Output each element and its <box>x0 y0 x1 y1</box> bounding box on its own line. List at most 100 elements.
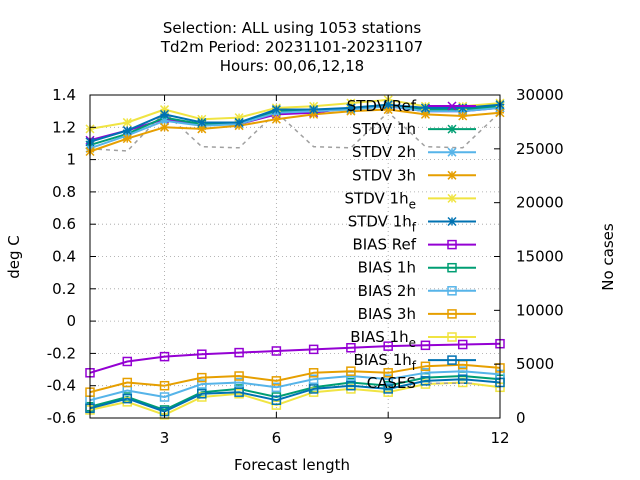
data-point <box>271 105 281 115</box>
data-point <box>122 125 132 136</box>
data-point <box>271 376 282 386</box>
legend-label: STDV 1he <box>345 189 416 211</box>
legend-marker <box>447 101 457 111</box>
data-point <box>234 117 244 127</box>
legend-marker <box>447 193 457 203</box>
data-point <box>234 377 244 388</box>
y-tick-label: -0.6 <box>47 409 76 427</box>
legend-label-main: STDV 1h <box>345 189 409 207</box>
y-tick-label: 1 <box>66 151 76 169</box>
axis-ticks: 3 6 9 12 1.4 1.2 1 0.8 0.6 0.4 0.2 0 -0.2 -0.4 -0.6 300… <box>47 86 564 447</box>
data-point <box>271 395 282 405</box>
legend-marker <box>447 309 457 319</box>
data-point <box>420 376 431 386</box>
legend-label-subscript: f <box>412 221 417 235</box>
legend-label-main: BIAS 2h <box>358 282 416 300</box>
x-tick-label: 3 <box>160 429 170 447</box>
series-line <box>89 378 501 413</box>
data-point <box>383 374 393 384</box>
data-point <box>383 100 393 110</box>
data-point <box>234 387 244 397</box>
data-point <box>160 109 170 119</box>
y-tick-label: -0.2 <box>47 344 76 362</box>
legend-label: BIAS 1h <box>358 259 416 277</box>
legend-label: BIAS 2h <box>358 282 416 300</box>
legend-marker <box>447 286 457 296</box>
data-point <box>234 371 244 381</box>
legend-label: STDV 2h <box>352 143 416 161</box>
legend-label-subscript: e <box>409 197 416 211</box>
y-tick-label: 0.6 <box>52 215 76 233</box>
data-point <box>383 368 393 378</box>
legend-label-subscript: e <box>409 336 416 350</box>
series-7 <box>85 371 505 415</box>
x-tick-label: 12 <box>490 429 509 447</box>
y2-tick-label: 15000 <box>516 248 564 266</box>
series-6 <box>85 338 505 378</box>
legend-marker <box>447 170 457 180</box>
x-axis-label: Forecast length <box>234 456 350 474</box>
legend-label-main: STDV 3h <box>352 166 416 184</box>
data-point <box>271 382 282 393</box>
data-point <box>308 344 319 355</box>
y-tick-label: 0 <box>66 312 76 330</box>
legend-label: STDV 1hf <box>348 213 417 235</box>
legend-entry: STDV Ref <box>347 97 476 115</box>
series-line <box>89 342 501 374</box>
data-point <box>234 347 244 358</box>
series-line <box>89 105 501 150</box>
legend-label-main: STDV 1h <box>352 120 416 138</box>
legend-label: STDV 1h <box>352 120 416 138</box>
legend-entry: STDV 2h <box>352 143 476 161</box>
legend-label-main: STDV 1h <box>348 213 412 231</box>
legend-marker <box>447 355 457 365</box>
data-point <box>346 380 356 391</box>
legend-entry: STDV 1h <box>352 120 476 138</box>
legend-label: STDV Ref <box>347 97 417 115</box>
data-point <box>383 384 393 394</box>
y-axis-label: deg C <box>5 235 23 279</box>
y-tick-label: 0.4 <box>52 248 76 266</box>
legend-label: BIAS 3h <box>358 305 416 323</box>
series-line <box>89 363 501 394</box>
data-point <box>420 340 431 351</box>
y2-tick-label: 0 <box>516 409 526 427</box>
legend-label-main: STDV 2h <box>352 143 416 161</box>
data-point <box>271 346 282 356</box>
series-line <box>89 103 501 143</box>
legend-label-main: BIAS 1h <box>350 328 408 346</box>
legend-label-main: CASES <box>367 374 416 392</box>
data-point <box>346 366 356 376</box>
y2-tick-label: 5000 <box>516 355 554 373</box>
legend-entry: BIAS 3h <box>358 305 476 323</box>
data-point <box>160 122 170 132</box>
y2-axis-label: No cases <box>599 223 617 291</box>
data-point <box>308 374 319 384</box>
y-tick-label: -0.4 <box>47 377 76 395</box>
legend-entry: STDV 1hf <box>348 213 476 235</box>
legend-entry: BIAS 1he <box>350 328 476 350</box>
y-tick-label: 0.2 <box>52 280 76 298</box>
data-point <box>122 356 133 367</box>
legend-marker <box>447 124 457 134</box>
data-point <box>383 341 393 351</box>
legend-label-main: BIAS 1h <box>353 351 411 369</box>
data-point <box>271 114 281 124</box>
legend-marker <box>447 239 457 250</box>
data-point <box>122 117 132 127</box>
chart-title: Selection: ALL using 1053 stations Td2m … <box>160 19 423 75</box>
data-point <box>420 361 431 372</box>
legend-label: BIAS 1hf <box>353 351 416 373</box>
legend-marker <box>447 147 457 157</box>
legend-label-main: BIAS Ref <box>352 236 416 254</box>
legend-label: STDV 3h <box>352 166 416 184</box>
data-point <box>197 389 207 399</box>
data-point <box>122 377 133 388</box>
series-9 <box>85 359 505 397</box>
data-point <box>159 392 170 402</box>
legend-label: BIAS Ref <box>352 236 416 254</box>
legend-entry: BIAS 2h <box>358 282 476 300</box>
series-line <box>89 381 501 416</box>
